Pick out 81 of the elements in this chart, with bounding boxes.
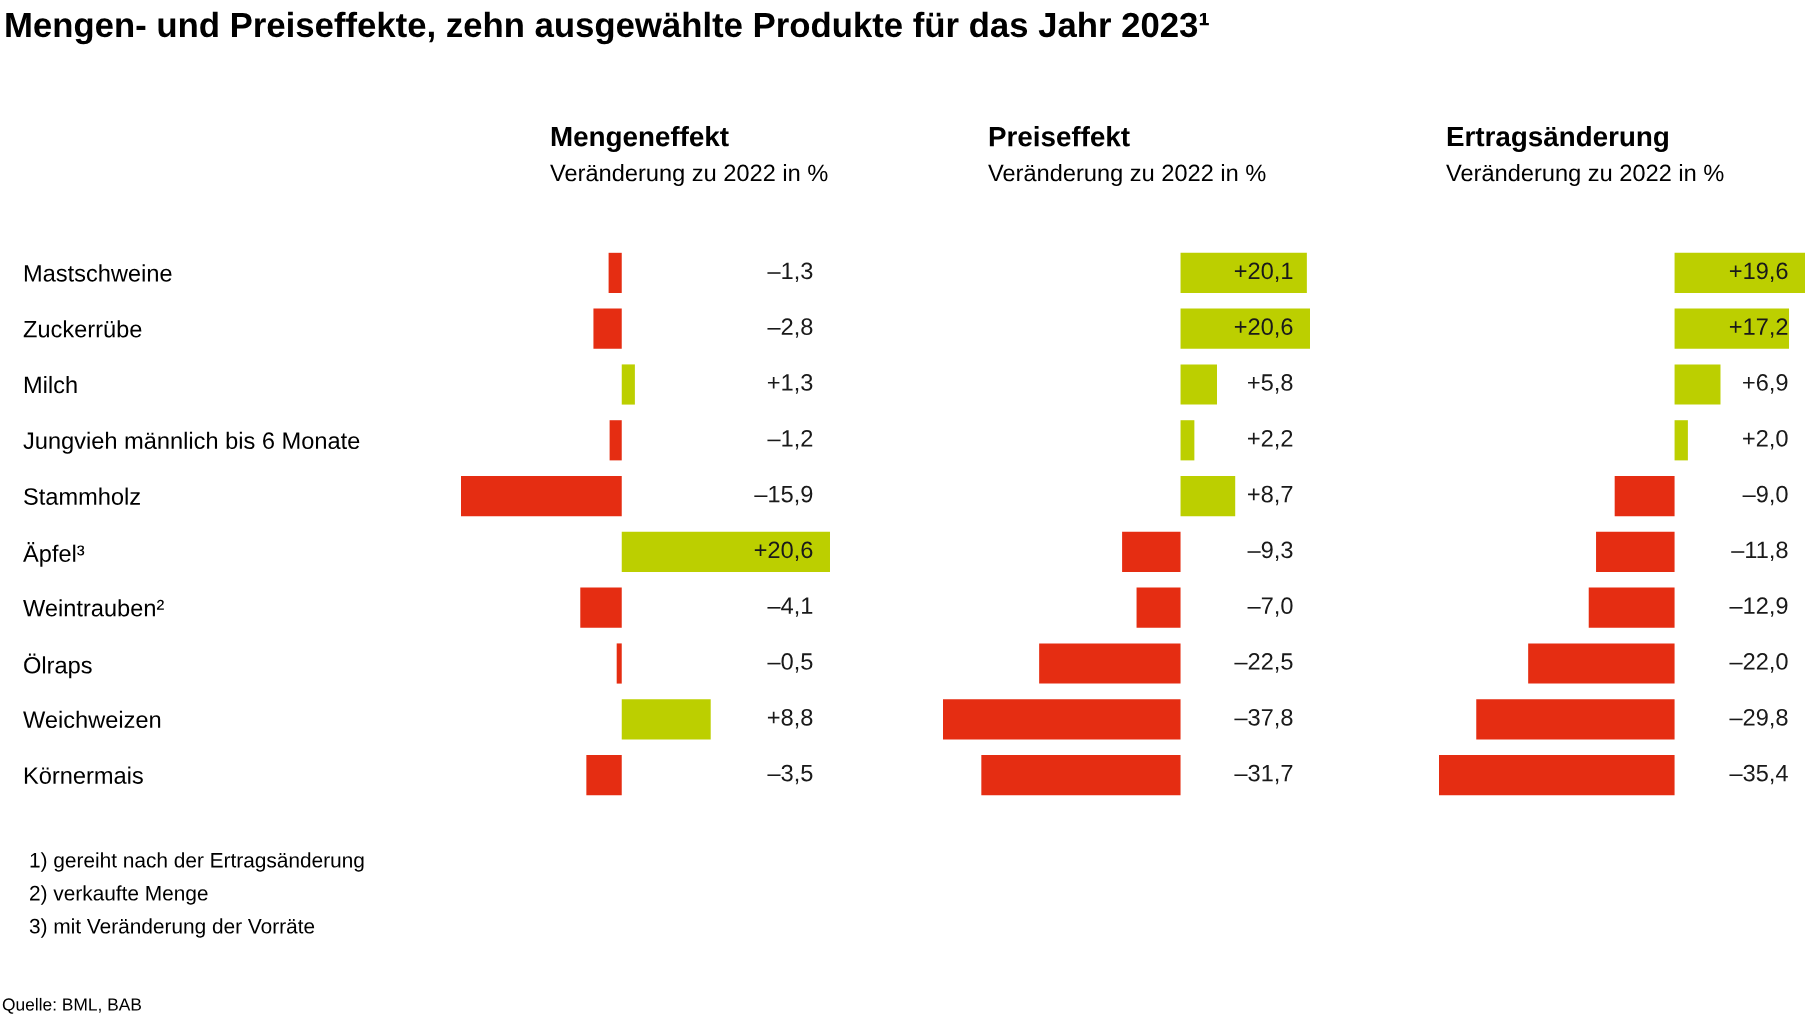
bar: [1476, 699, 1675, 740]
bar: [1588, 587, 1675, 628]
y-tick-label: Ölraps: [24, 653, 92, 679]
bar: [461, 476, 622, 517]
bar: [1674, 420, 1688, 461]
data-label: +8,8: [767, 708, 813, 729]
bar: [1122, 531, 1181, 572]
data-label: +1,3: [767, 374, 813, 394]
data-label: –35,4: [1729, 764, 1788, 785]
data-label: –22,0: [1729, 653, 1788, 673]
bar: [1528, 643, 1675, 684]
data-label: –12,9: [1729, 597, 1788, 617]
data-label: –4,1: [767, 597, 813, 617]
bar: [1180, 308, 1310, 349]
chart-subtitle: Veränderung zu 2022 in %: [988, 164, 1266, 186]
y-tick-label: Körnermais: [24, 766, 143, 784]
bar: [616, 643, 622, 684]
chart-title: Preiseffekt: [989, 126, 1130, 147]
bar: [1596, 531, 1675, 572]
data-label: –31,7: [1234, 764, 1293, 785]
y-tick-label: Weintrauben²: [23, 599, 164, 617]
data-label: –1,2: [767, 429, 813, 450]
bar: [1674, 308, 1790, 349]
bar: [621, 699, 711, 740]
y-tick-label: Äpfel³: [23, 542, 85, 567]
bar: [608, 252, 622, 293]
data-label: –9,0: [1742, 485, 1788, 506]
y-tick-label: Weichweizen: [23, 710, 161, 729]
bar: [1674, 364, 1721, 405]
data-label: –1,3: [767, 262, 813, 283]
y-tick-label: Zuckerrübe: [23, 320, 142, 338]
data-label: –11,8: [1731, 541, 1788, 562]
bar: [1439, 755, 1675, 796]
bar: [609, 420, 622, 461]
data-label: +20,6: [754, 541, 813, 562]
data-label: –22,5: [1234, 653, 1293, 673]
data-label: +8,7: [1248, 485, 1293, 506]
data-label: +19,6: [1729, 262, 1788, 283]
data-label: –29,8: [1729, 708, 1788, 729]
data-label: –37,8: [1234, 708, 1293, 729]
bar: [586, 755, 622, 796]
bar: [621, 364, 635, 405]
chart-subtitle: Veränderung zu 2022 in %: [1446, 164, 1724, 186]
text: 2) verkaufte Menge: [30, 885, 208, 905]
data-label: +2,0: [1743, 429, 1788, 450]
chart-subtitle: Veränderung zu 2022 in %: [550, 164, 828, 186]
bar: [580, 587, 622, 628]
text: 3) mit Veränderung der Vorräte: [29, 918, 315, 938]
data-label: –7,0: [1247, 597, 1293, 617]
bar: [1180, 420, 1195, 461]
bar: [1039, 643, 1181, 684]
bar: [1180, 476, 1236, 517]
source-note: Quelle: BML, BAB: [2, 997, 141, 1014]
data-label: –0,5: [767, 653, 813, 673]
y-tick-label: Milch: [24, 375, 77, 394]
data-label: +20,1: [1234, 262, 1293, 283]
chart-title: Ertragsänderung: [1447, 125, 1668, 153]
y-tick-label: Mastschweine: [24, 264, 172, 282]
bar: [621, 531, 830, 572]
bar: [943, 699, 1181, 740]
data-label: –3,5: [767, 764, 813, 785]
bar: [1136, 587, 1181, 628]
bar: [1180, 252, 1307, 293]
bar: [593, 308, 622, 349]
chart-title: Mengeneffekt: [551, 125, 729, 153]
data-label: –2,8: [767, 318, 813, 338]
bar: [981, 755, 1181, 796]
y-tick-label: Jungvieh männlich bis 6 Monate: [23, 431, 360, 454]
y-tick-label: Stammholz: [24, 487, 140, 505]
data-label: +6,9: [1743, 374, 1788, 394]
bar: [1180, 364, 1217, 405]
data-label: +5,8: [1248, 374, 1293, 394]
bar: [1614, 476, 1675, 517]
bar: [1674, 252, 1805, 293]
data-label: –15,9: [754, 485, 813, 506]
text: Mengen- und Preiseffekte, zehn ausgewählte Produkte für das Jahr 2023¹: [6, 11, 1209, 45]
data-label: +20,6: [1234, 318, 1293, 338]
data-label: +17,2: [1729, 318, 1788, 338]
data-label: +2,2: [1248, 429, 1293, 450]
data-label: –9,3: [1247, 541, 1293, 562]
text: 1) gereiht nach der Ertragsänderung: [30, 852, 364, 872]
